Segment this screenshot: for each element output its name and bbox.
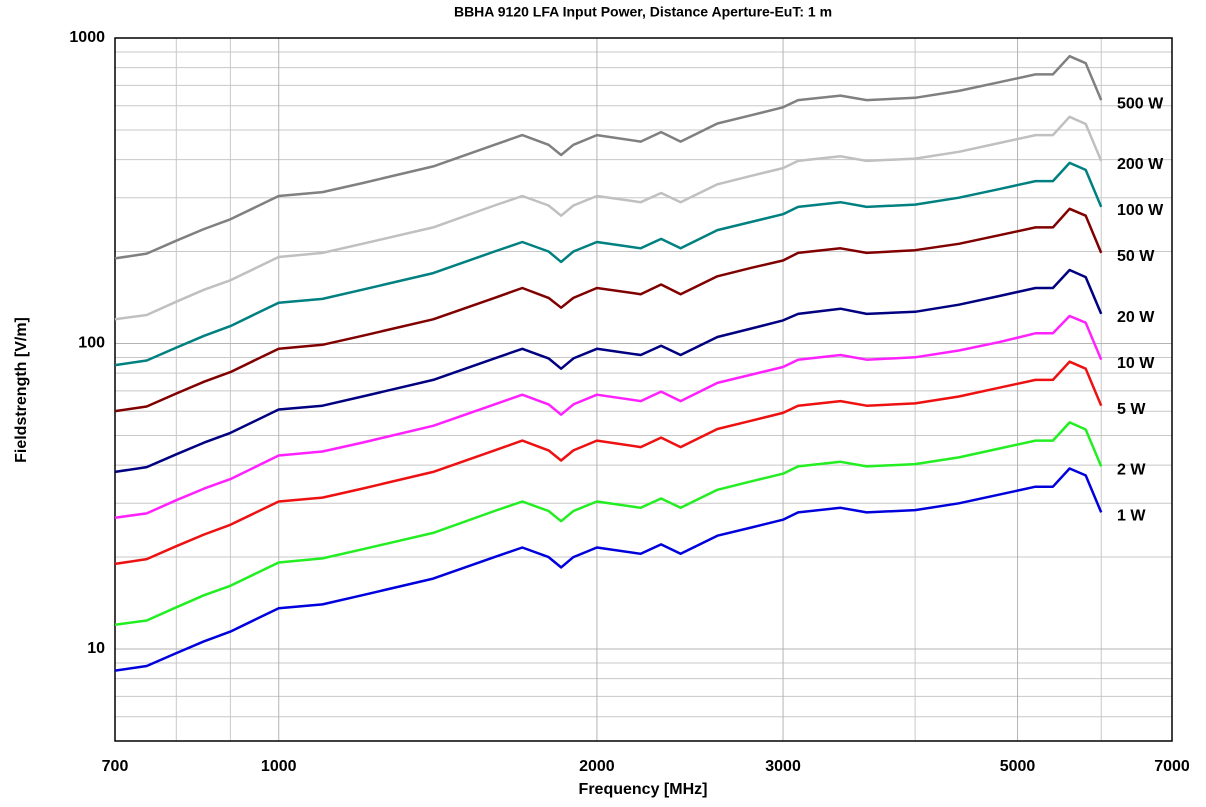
series-line (114, 268, 1103, 474)
series-line (114, 314, 1103, 519)
x-tick-label: 2000 (579, 758, 615, 775)
series-line (114, 207, 1103, 413)
series-label: 2 W (1117, 462, 1146, 479)
series-label: 1 W (1117, 508, 1146, 525)
series-label: 100 W (1117, 202, 1164, 219)
series-line (114, 54, 1103, 260)
x-tick-label: 7000 (1154, 758, 1190, 775)
y-axis-label: Fieldstrength [V/m] (13, 317, 30, 463)
series-label: 5 W (1117, 401, 1146, 418)
y-tick-label: 100 (78, 335, 105, 352)
series-label: 50 W (1117, 248, 1155, 265)
x-tick-label: 3000 (765, 758, 801, 775)
series-line (114, 421, 1103, 627)
series-label: 20 W (1117, 309, 1155, 326)
x-tick-label: 700 (102, 758, 129, 775)
series-label: 10 W (1117, 355, 1155, 372)
series-line (114, 360, 1103, 566)
x-axis-label: Frequency [MHz] (579, 781, 708, 798)
chart-title: BBHA 9120 LFA Input Power, Distance Aper… (454, 4, 832, 20)
series-label: 500 W (1117, 95, 1164, 112)
series-label: 200 W (1117, 156, 1164, 173)
series-line (114, 161, 1103, 367)
x-tick-label: 5000 (1000, 758, 1036, 775)
series-line (114, 115, 1103, 321)
x-tick-label: 1000 (261, 758, 297, 775)
y-tick-label: 10 (87, 640, 105, 657)
series-line (114, 467, 1103, 672)
y-tick-label: 1000 (69, 29, 105, 46)
plot-frame (114, 37, 1173, 742)
